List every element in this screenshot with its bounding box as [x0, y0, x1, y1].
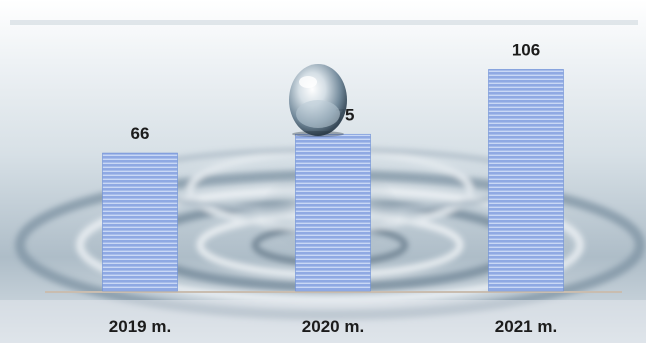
- water-droplet-icon: [289, 64, 347, 137]
- value-label: 106: [512, 40, 540, 59]
- bar-2019-m: [102, 152, 178, 292]
- category-label: 2021 m.: [495, 317, 557, 336]
- bar-2021-m: [488, 69, 564, 292]
- category-label: 2019 m.: [109, 317, 171, 336]
- category-label: 2020 m.: [302, 317, 364, 336]
- value-label: 66: [131, 124, 150, 143]
- bars-layer: [102, 69, 564, 292]
- bar-2020-m: [295, 133, 371, 292]
